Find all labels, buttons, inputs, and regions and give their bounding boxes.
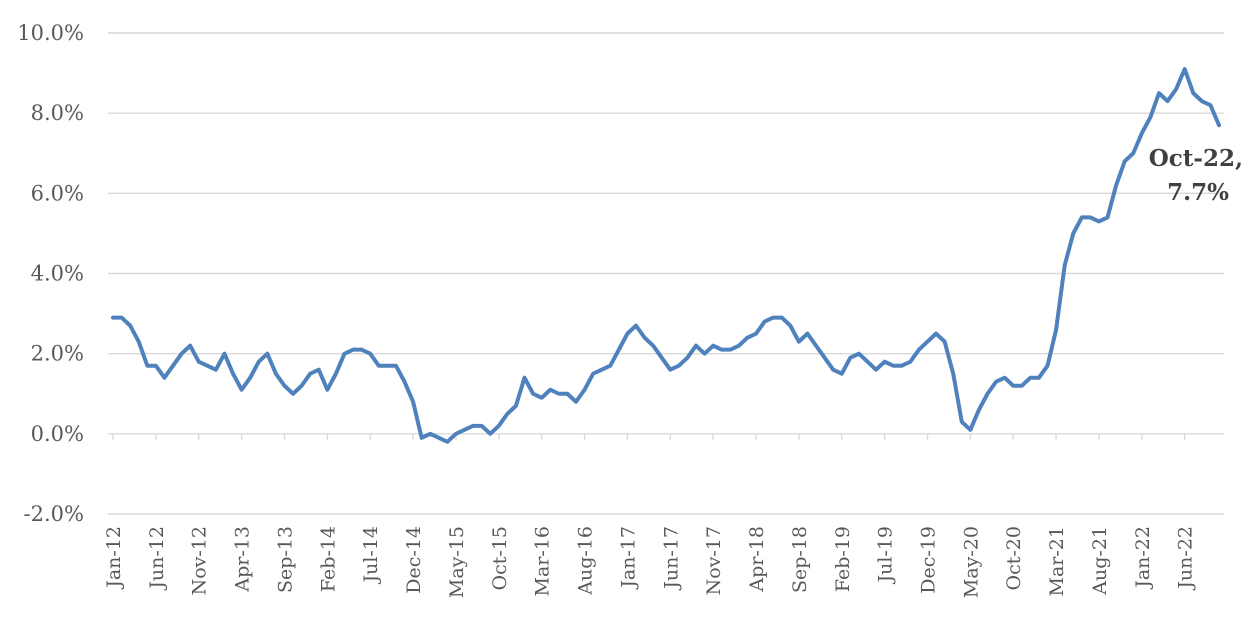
- y-tick-label: -2.0%: [24, 502, 84, 526]
- x-tick-label: Nov-17: [703, 526, 725, 595]
- x-tick-label: Dec-14: [403, 526, 425, 594]
- y-tick-label: 2.0%: [31, 342, 84, 366]
- x-tick-label: Oct-15: [489, 526, 511, 590]
- data-annotation: Oct-22, 7.7%: [1149, 145, 1243, 206]
- series-layer: [111, 67, 1221, 444]
- x-tick-label: Aug-21: [1089, 526, 1111, 596]
- x-tick-label: Feb-14: [317, 526, 339, 592]
- x-tick-label: Jan-12: [103, 526, 125, 590]
- x-tick-label: Sep-13: [274, 526, 296, 593]
- x-tick-label: Sep-18: [789, 526, 811, 593]
- x-tick-label: Jan-17: [617, 526, 639, 590]
- x-tick-label: May-15: [446, 526, 468, 598]
- annotation-line-2: 7.7%: [1167, 179, 1229, 206]
- x-tick-label: Dec-19: [917, 526, 939, 594]
- x-tick-label: Jun-17: [660, 526, 682, 591]
- x-axis: Jan-12 Jun-12 Nov-12 Apr-13 Sep-13 Feb-14 Jul-…: [103, 433, 1197, 598]
- x-tick-label: Mar-16: [532, 526, 554, 596]
- x-tick-label: Apr-13: [232, 526, 254, 593]
- x-tick-label: Feb-19: [832, 526, 854, 592]
- x-tick-label: Jul-14: [360, 526, 382, 585]
- x-tick-label: Jun-22: [1175, 526, 1197, 591]
- y-tick-label: 4.0%: [31, 262, 84, 286]
- annotation-line-1: Oct-22,: [1149, 145, 1243, 172]
- inflation-series-line: [111, 67, 1221, 444]
- gridlines: [108, 32, 1224, 515]
- y-axis-tick-labels: -2.0% 0.0% 2.0% 4.0% 6.0% 8.0% 10.0%: [17, 21, 84, 526]
- y-tick-label: 0.0%: [31, 422, 84, 446]
- y-tick-label: 8.0%: [31, 101, 84, 125]
- x-tick-label: Aug-16: [575, 526, 597, 596]
- x-tick-label: Mar-21: [1046, 526, 1068, 596]
- x-tick-label: Jan-22: [1132, 526, 1154, 590]
- x-tick-label: May-20: [960, 526, 982, 598]
- y-tick-label: 10.0%: [17, 21, 84, 45]
- x-tick-label: Apr-18: [746, 526, 768, 593]
- x-tick-label: Nov-12: [189, 526, 211, 595]
- x-tick-label: Jul-19: [875, 526, 897, 585]
- y-tick-label: 6.0%: [31, 181, 84, 205]
- x-tick-label: Oct-20: [1003, 526, 1025, 590]
- x-tick-label: Jun-12: [146, 526, 168, 591]
